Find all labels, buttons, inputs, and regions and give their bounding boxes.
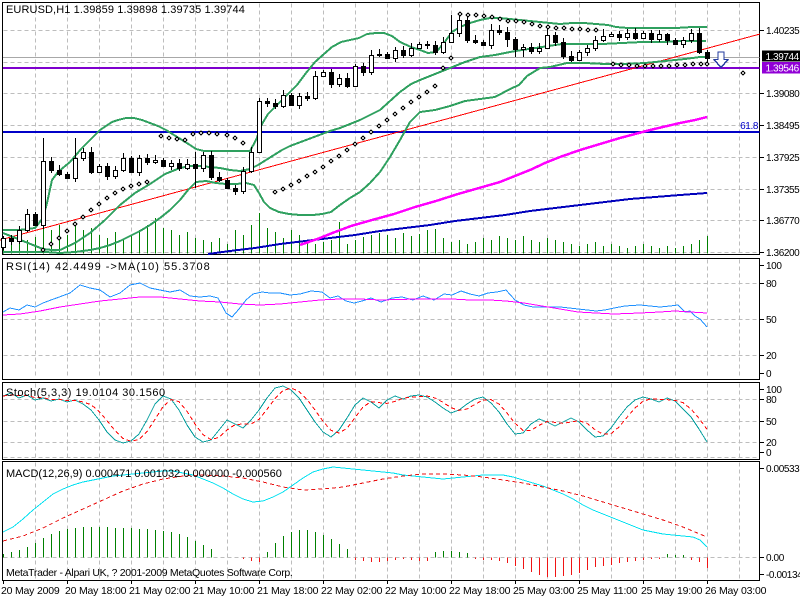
svg-text:61.8: 61.8 — [740, 121, 759, 132]
svg-text:25 May 11:00: 25 May 11:00 — [577, 585, 638, 597]
svg-text:1.39546: 1.39546 — [766, 64, 800, 75]
svg-text:Stoch(5,3,3) 19.0104 30.1560: Stoch(5,3,3) 19.0104 30.1560 — [6, 387, 166, 399]
svg-text:50: 50 — [766, 315, 777, 326]
svg-text:1.36770: 1.36770 — [766, 216, 800, 227]
svg-text:80: 80 — [766, 395, 777, 406]
svg-text:100: 100 — [766, 261, 782, 272]
svg-text:26 May 03:00: 26 May 03:00 — [705, 585, 767, 597]
svg-text:0.005337: 0.005337 — [766, 464, 800, 475]
svg-text:EURUSD,H1 1.39859 1.39898 1.3: EURUSD,H1 1.39859 1.39898 1.39735 1.3974… — [6, 4, 245, 16]
svg-text:1.37925: 1.37925 — [766, 153, 800, 164]
svg-text:0: 0 — [766, 448, 772, 459]
svg-text:80: 80 — [766, 279, 777, 290]
svg-text:22 May 02:00: 22 May 02:00 — [321, 585, 383, 597]
svg-text:1.39080: 1.39080 — [766, 89, 800, 100]
svg-text:20 May 2009: 20 May 2009 — [1, 585, 60, 597]
svg-text:21 May 02:00: 21 May 02:00 — [129, 585, 191, 597]
svg-text:1.36200: 1.36200 — [766, 248, 800, 259]
svg-text:0: 0 — [766, 369, 772, 380]
svg-text:1.39744: 1.39744 — [766, 52, 800, 63]
svg-text:21 May 18:00: 21 May 18:00 — [257, 585, 319, 597]
svg-text:25 May 19:00: 25 May 19:00 — [641, 585, 703, 597]
svg-text:100: 100 — [766, 385, 782, 396]
svg-text:20: 20 — [766, 351, 777, 362]
svg-text:22 May 18:00: 22 May 18:00 — [449, 585, 511, 597]
svg-text:20 May 18:00: 20 May 18:00 — [65, 585, 127, 597]
svg-text:1.40235: 1.40235 — [766, 26, 800, 37]
svg-text:22 May 10:00: 22 May 10:00 — [385, 585, 447, 597]
svg-text:20: 20 — [766, 438, 777, 449]
svg-text:1.37355: 1.37355 — [766, 185, 800, 196]
svg-text:MetaTrader - Alpari UK, ? 2001: MetaTrader - Alpari UK, ? 2001-2009 Meta… — [6, 567, 293, 579]
svg-text:-0.00134: -0.00134 — [766, 570, 800, 581]
svg-text:25 May 03:00: 25 May 03:00 — [513, 585, 575, 597]
svg-text:RSI(14) 42.4499 ->MA(10) 55.3: RSI(14) 42.4499 ->MA(10) 55.3708 — [6, 261, 211, 273]
svg-text:0.00: 0.00 — [766, 553, 785, 564]
svg-text:21 May 10:00: 21 May 10:00 — [193, 585, 255, 597]
svg-text:1.38495: 1.38495 — [766, 121, 800, 132]
svg-text:MACD(12,26,9) 0.000471 0.00103: MACD(12,26,9) 0.000471 0.001032 0.000000… — [6, 468, 282, 480]
svg-text:50: 50 — [766, 417, 777, 428]
